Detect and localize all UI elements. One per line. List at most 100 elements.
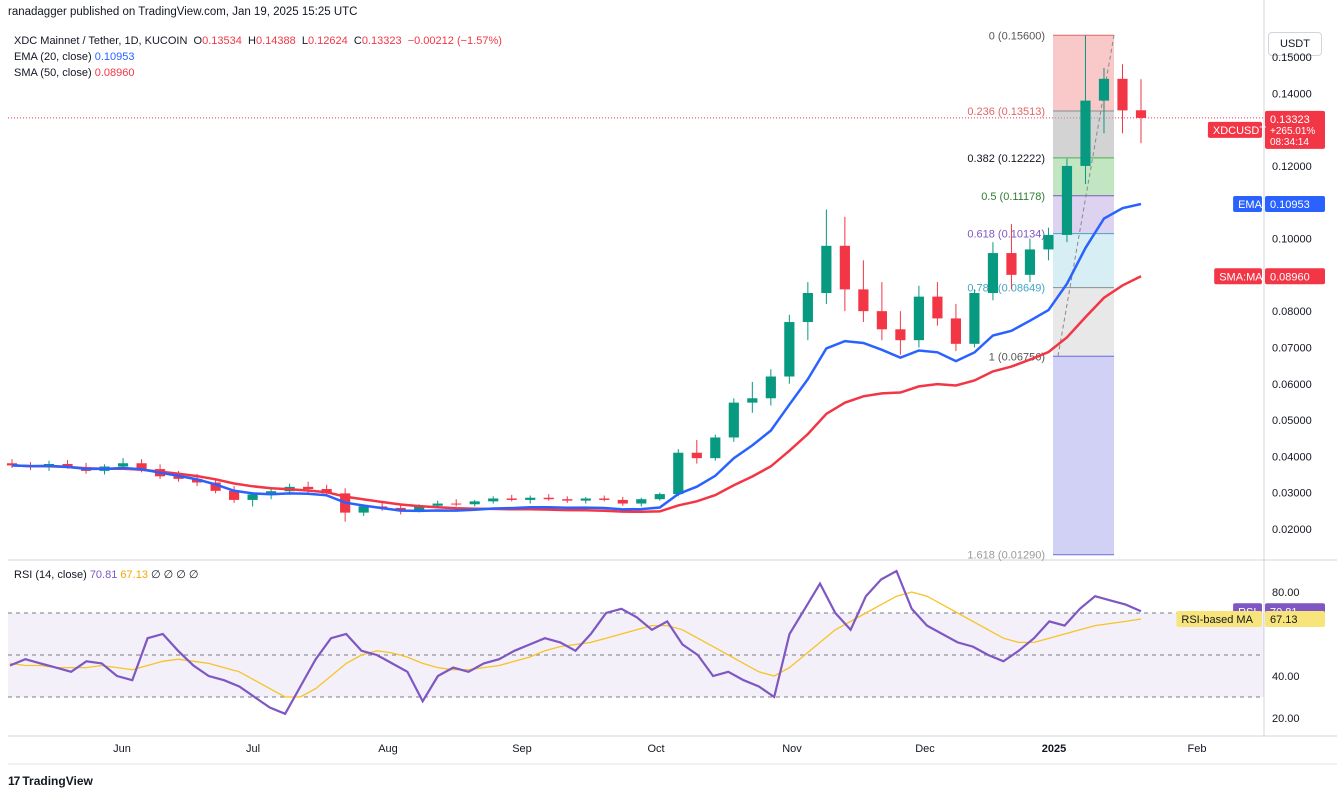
candle-body <box>488 498 499 502</box>
last-price-badge-text: 0.13323 <box>1270 114 1310 126</box>
rsi-line <box>9 569 1142 716</box>
candle-body <box>747 398 758 403</box>
symbol-name[interactable]: XDC Mainnet / Tether, 1D, KUCOIN <box>14 35 188 47</box>
time-tick-label: Jun <box>113 743 131 755</box>
candle-body <box>62 463 73 468</box>
ohlc-row: XDC Mainnet / Tether, 1D, KUCOIN O0.1353… <box>14 35 502 47</box>
candle-body <box>543 497 554 500</box>
time-tick-label: Jul <box>246 743 260 755</box>
fib-level-label: 0 (0.15600) <box>989 30 1045 42</box>
time-tick-label: Dec <box>915 743 935 755</box>
candle-body <box>765 376 776 399</box>
publisher-line: ranadagger published on TradingView.com,… <box>8 6 358 18</box>
rsi-pane <box>8 569 1264 716</box>
ema-value: 0.10953 <box>94 51 135 63</box>
grid-lines <box>8 0 1337 765</box>
open-value: 0.13534 <box>202 35 242 47</box>
candle-body <box>950 318 962 344</box>
candle-body <box>821 245 832 293</box>
ema-badge-text: 0.10953 <box>1270 199 1310 211</box>
price-tick-label: 0.10000 <box>1272 234 1312 246</box>
fib-level-label: 0.618 (0.10134) <box>967 229 1045 241</box>
time-tick-label: 2025 <box>1042 743 1066 755</box>
rsi-extra: ∅ ∅ ∅ ∅ <box>151 569 199 581</box>
candle-body <box>451 503 462 505</box>
candle-body <box>932 296 943 319</box>
fib-level-label: 0.5 (0.11178) <box>981 191 1045 203</box>
sma-value: 0.08960 <box>94 67 135 79</box>
price-tick-label: 0.07000 <box>1272 342 1312 354</box>
time-tick-label: Nov <box>782 743 802 755</box>
fib-level-label: 0.382 (0.12222) <box>967 153 1045 165</box>
candle-body <box>469 501 480 505</box>
price-badges: 0.13323+265.01%08:34:14 XDCUSDT 0.10953 EMA… <box>1176 110 1325 628</box>
sma-label: SMA (50, close) <box>14 67 92 79</box>
time-tick-label: Feb <box>1188 743 1207 755</box>
rsi-label: RSI (14, close) <box>14 569 87 581</box>
rsi-ma-badge-tag-text: RSI-based MA <box>1181 614 1253 626</box>
candle-body <box>913 296 924 341</box>
sma-line <box>11 275 1142 514</box>
candle-body <box>802 293 813 323</box>
ema-badge-tag-text: EMA <box>1238 199 1263 211</box>
fib-zone <box>1053 233 1114 288</box>
time-tick-label: Sep <box>512 743 532 755</box>
last-price-badge-text: 08:34:14 <box>1270 137 1309 148</box>
price-tick-label: 0.14000 <box>1272 88 1312 100</box>
change-value: −0.00212 (−1.57%) <box>407 35 502 47</box>
fibonacci-retracement: 0 (0.15600) 0.236 (0.13513) 0.382 (0.12222… <box>967 30 1115 562</box>
candlesticks <box>6 35 1147 522</box>
candle-body <box>1080 100 1091 166</box>
candle-body <box>876 311 887 330</box>
candle-body <box>1135 110 1147 118</box>
rsi-legend[interactable]: RSI (14, close) 70.81 67.13 ∅ ∅ ∅ ∅ <box>14 568 199 581</box>
candle-body <box>710 437 721 459</box>
candle-body <box>173 476 184 479</box>
candle-body <box>654 494 665 500</box>
candle-body <box>247 494 258 500</box>
ema-badge-box <box>1265 195 1325 212</box>
rsi-ma-badge-tag <box>1176 611 1262 628</box>
candle-body <box>358 506 369 513</box>
candle-body <box>858 289 869 312</box>
candle-body <box>562 499 573 501</box>
symbol-legend: XDC Mainnet / Tether, 1D, KUCOIN O0.1353… <box>14 33 502 81</box>
moving-averages <box>11 202 1142 514</box>
candle-body <box>617 499 628 504</box>
currency-button[interactable]: USDT <box>1268 32 1322 56</box>
candle-body <box>117 463 129 467</box>
candle-body <box>1117 78 1128 111</box>
candle-body <box>636 499 647 504</box>
rsi-tick-label: 20.00 <box>1272 713 1300 725</box>
candle-body <box>136 463 147 470</box>
fib-zone <box>1053 356 1114 555</box>
candle-body <box>987 253 999 293</box>
last-price-badge-text: +265.01% <box>1270 126 1315 137</box>
close-value: 0.13323 <box>361 35 402 47</box>
time-tick-label: Oct <box>647 743 664 755</box>
sma-badge-box <box>1265 268 1325 285</box>
time-tick-label: Aug <box>378 743 398 755</box>
rsi-ma-badge-text: 67.13 <box>1270 614 1298 626</box>
rsi-tick-label: 80.00 <box>1272 587 1300 599</box>
fib-level-label: 1.618 (0.01290) <box>967 550 1045 562</box>
candle-body <box>229 490 240 500</box>
rsi-legend-value: 70.81 <box>89 569 118 581</box>
last-price-badge-tag-text: XDCUSDT <box>1213 125 1266 137</box>
last-price-badge-box <box>1265 110 1325 149</box>
candle-body <box>395 507 406 511</box>
ema-legend-row[interactable]: EMA (20, close) 0.10953 <box>14 49 502 65</box>
last-price-badge-tag <box>1207 121 1262 138</box>
sma-badge-tag-text: SMA:MA <box>1219 271 1263 283</box>
candle-body <box>691 452 702 459</box>
price-tick-label: 0.04000 <box>1272 451 1312 463</box>
candle-body <box>969 293 980 344</box>
price-tick-label: 0.06000 <box>1272 379 1312 391</box>
sma-legend-row[interactable]: SMA (50, close) 0.08960 <box>14 65 502 81</box>
candle-body <box>432 503 443 506</box>
candle-body <box>506 498 517 500</box>
tradingview-brand[interactable]: 17 TradingView <box>8 774 93 788</box>
candle-body <box>266 491 277 495</box>
candle-body <box>1043 234 1054 250</box>
